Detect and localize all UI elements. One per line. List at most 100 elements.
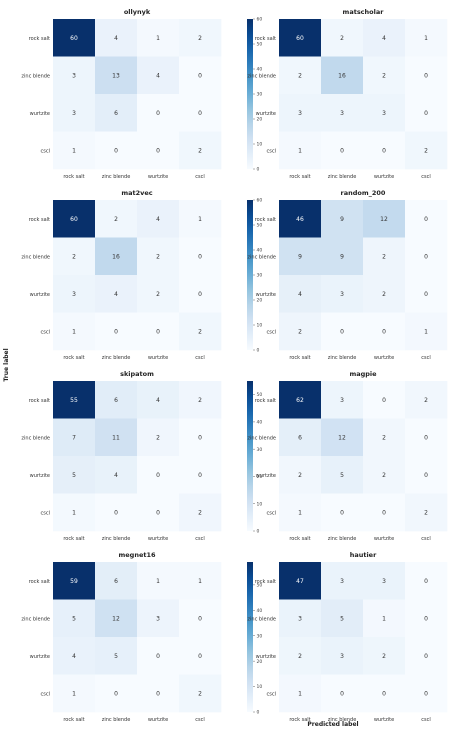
cell-value: 2 [298,328,302,335]
colorbar-tick-label: 50 [257,223,263,229]
heatmap-cell [179,200,222,238]
colorbar-tick-label: 50 [257,42,263,48]
heatmap-cell [179,493,222,532]
heatmap-cell [405,131,448,170]
cell-value: 2 [298,72,302,79]
colorbar-tick-label: 40 [257,608,263,614]
cell-value: 2 [198,690,202,697]
y-tick-label: wurtzite [256,292,276,298]
heatmap-cell [363,637,406,675]
cell-value: 0 [340,147,344,154]
colorbar-tick-label: 40 [257,67,263,73]
cell-value: 3 [72,72,76,79]
heatmap-cell [95,94,138,132]
heatmap-cell [53,493,96,532]
cell-value: 0 [156,509,160,516]
cell-value: 1 [298,147,302,154]
y-tick-label: cscl [267,691,277,697]
colorbar-tick-label: 20 [257,298,263,304]
heatmap-cell [363,493,406,532]
cell-value: 9 [340,216,344,223]
cell-value: 0 [198,72,202,79]
heatmap-cell [321,562,364,600]
colorbar-tick-label: 30 [257,273,263,279]
heatmap-cell [405,456,448,494]
heatmap-cell [321,94,364,132]
cell-value: 0 [156,110,160,117]
cell-value: 2 [114,216,118,223]
heatmap-cell [405,19,448,57]
x-tick-label: wurtzite [374,536,394,542]
cell-value: 0 [156,147,160,154]
y-tick-label: zinc blende [247,435,276,441]
heatmap-cell [405,637,448,675]
heatmap-cell [53,312,96,351]
heatmap-cell [321,456,364,494]
heatmap-cell [405,493,448,532]
heatmap-cell [279,418,322,457]
y-tick-label: zinc blende [247,254,276,260]
x-tick-label: wurtzite [148,174,168,180]
figure-y-axis-label: True label [3,348,10,381]
cell-value: 1 [156,35,160,42]
heatmap-cell [321,200,364,238]
x-tick-label: zinc blende [328,717,357,723]
cell-value: 60 [70,216,78,223]
heatmap-cell [405,562,448,600]
heatmap-cell [179,312,222,351]
x-tick-label: rock salt [63,174,84,180]
heatmap-cell [53,131,96,170]
x-tick-label: cscl [421,355,431,361]
cell-value: 3 [340,578,344,585]
heatmap-cell [363,19,406,57]
y-tick-label: wurtzite [256,111,276,117]
cell-value: 5 [72,472,76,479]
y-tick-label: rock salt [255,579,276,585]
cell-value: 16 [112,253,120,260]
cell-value: 2 [198,328,202,335]
cell-value: 0 [382,328,386,335]
cell-value: 46 [296,216,304,223]
heatmap-cell [95,131,138,170]
heatmap-cell [363,674,406,713]
cell-value: 2 [382,291,386,298]
colorbar-tick-label: 30 [257,633,263,639]
heatmap-cell [137,312,180,351]
heatmap-cell [279,562,322,600]
x-tick-label: wurtzite [148,355,168,361]
heatmap-cell [53,19,96,57]
colorbar-tick-label: 60 [257,17,263,23]
cell-value: 1 [424,35,428,42]
colorbar [247,562,253,712]
cell-value: 0 [424,690,428,697]
heatmap-cell [279,56,322,95]
colorbar [247,381,253,531]
cell-value: 1 [72,690,76,697]
heatmap-cell [321,312,364,351]
cell-value: 0 [198,653,202,660]
heatmap-cell [321,493,364,532]
colorbar-tick-label: 10 [257,501,263,507]
heatmap-cell [53,562,96,600]
heatmap-cell [279,674,322,713]
heatmap-cell [363,418,406,457]
heatmap-cell [279,456,322,494]
cell-value: 6 [298,434,302,441]
cell-value: 4 [156,216,160,223]
colorbar-tick-label: 10 [257,142,263,148]
heatmap-cell [179,275,222,313]
heatmap-cell [279,312,322,351]
heatmap-cell [321,56,364,95]
cell-value: 1 [198,216,202,223]
cell-value: 2 [424,147,428,154]
heatmap-cell [53,56,96,95]
cell-value: 47 [296,578,304,585]
cell-value: 0 [424,472,428,479]
heatmap-cell [279,275,322,313]
cell-value: 2 [156,291,160,298]
x-tick-label: wurtzite [374,355,394,361]
heatmap-cell [321,599,364,638]
panel-title: skipatom [120,370,154,378]
heatmap-cell [53,599,96,638]
